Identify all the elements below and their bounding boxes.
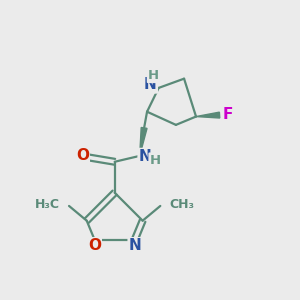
- Text: O: O: [88, 238, 101, 253]
- Text: N: N: [144, 77, 157, 92]
- Text: O: O: [76, 148, 89, 163]
- Text: N: N: [129, 238, 141, 253]
- Text: H: H: [148, 69, 159, 82]
- Polygon shape: [140, 128, 147, 156]
- Text: F: F: [223, 107, 233, 122]
- Text: H: H: [149, 154, 161, 166]
- Polygon shape: [196, 112, 220, 118]
- Text: H₃C: H₃C: [34, 198, 60, 211]
- Text: N: N: [139, 149, 152, 164]
- Text: CH₃: CH₃: [170, 198, 195, 211]
